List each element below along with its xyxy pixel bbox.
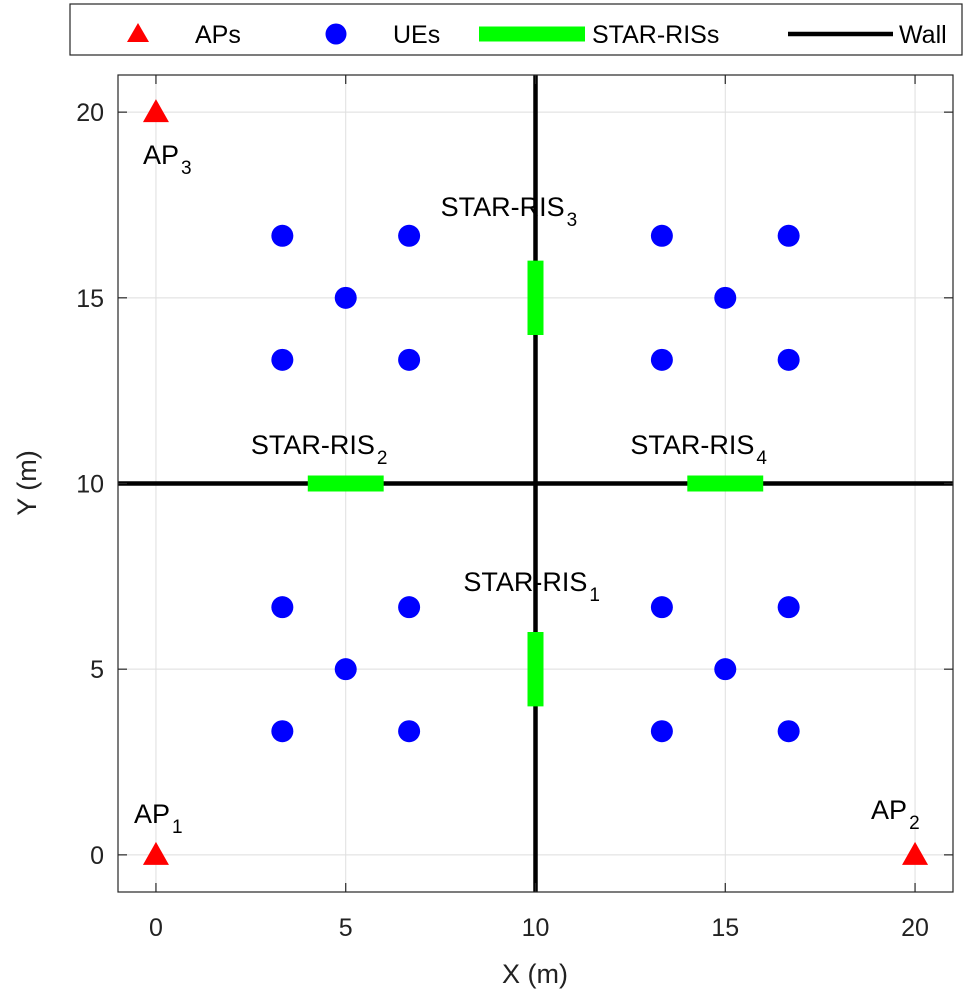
star-riss bbox=[307, 260, 764, 707]
star-ris-label-text: STAR-RIS bbox=[441, 192, 565, 222]
x-tick-label: 10 bbox=[522, 914, 550, 942]
ue-point bbox=[398, 348, 421, 371]
star-ris-label-text: STAR-RIS bbox=[463, 567, 587, 597]
y-tick-label: 5 bbox=[90, 656, 104, 684]
y-axis-label: Y (m) bbox=[12, 450, 42, 516]
ap-marker-3 bbox=[142, 99, 169, 123]
legend-label-wall: Wall bbox=[899, 21, 947, 49]
ue-point bbox=[777, 348, 800, 371]
star-ris-label-4: STAR-RIS 4 bbox=[630, 430, 767, 469]
legend-ap-marker bbox=[127, 23, 149, 42]
ue-point bbox=[398, 224, 421, 247]
walls bbox=[118, 75, 953, 892]
ue-point bbox=[271, 596, 294, 619]
legend: APs UEs STAR-RISs Wall bbox=[69, 3, 963, 56]
ap-marker-2 bbox=[902, 841, 929, 865]
legend-label-aps: APs bbox=[195, 21, 241, 49]
ue-point bbox=[271, 720, 294, 743]
ap-label-2: AP 2 bbox=[871, 795, 920, 834]
star-ris-label-text: STAR-RIS bbox=[630, 430, 754, 460]
legend-ue-marker bbox=[325, 23, 347, 45]
star-ris-label-text: STAR-RIS bbox=[251, 430, 375, 460]
ue-point bbox=[398, 596, 421, 619]
x-tick-label: 20 bbox=[901, 914, 929, 942]
ap-label-text: AP bbox=[871, 795, 907, 825]
y-tick-label: 15 bbox=[76, 285, 104, 313]
star-ris-label-subscript: 1 bbox=[589, 585, 600, 606]
star-ris-label-1: STAR-RIS 1 bbox=[463, 567, 600, 606]
x-tick-label: 0 bbox=[149, 914, 163, 942]
ue-point bbox=[650, 224, 673, 247]
ticks: 0 5 10 15 20 0 5 10 15 20 bbox=[76, 75, 953, 942]
ue-point bbox=[714, 286, 737, 309]
ue-point bbox=[714, 658, 737, 681]
star-ris-label-subscript: 3 bbox=[567, 210, 578, 231]
ap-label-subscript: 3 bbox=[181, 158, 192, 179]
ue-point bbox=[777, 596, 800, 619]
ap-label-subscript: 1 bbox=[172, 817, 183, 838]
star-ris-label-subscript: 2 bbox=[377, 448, 388, 469]
y-tick-label: 0 bbox=[90, 842, 104, 870]
x-tick-label: 5 bbox=[339, 914, 353, 942]
ap-label-text: AP bbox=[143, 140, 179, 170]
star-ris-label-subscript: 4 bbox=[756, 448, 767, 469]
ap-label-1: AP 1 bbox=[134, 799, 183, 838]
ap-label-text: AP bbox=[134, 799, 170, 829]
legend-label-star-riss: STAR-RISs bbox=[592, 21, 719, 49]
x-axis-label: X (m) bbox=[502, 959, 568, 989]
aps bbox=[142, 99, 929, 865]
legend-label-ues: UEs bbox=[393, 21, 440, 49]
ues bbox=[271, 224, 800, 743]
y-tick-label: 10 bbox=[76, 471, 104, 499]
ap-marker-1 bbox=[142, 841, 169, 865]
ap-label-3: AP 3 bbox=[143, 140, 192, 179]
ue-point bbox=[650, 596, 673, 619]
y-tick-label: 20 bbox=[76, 99, 104, 127]
ue-point bbox=[777, 720, 800, 743]
ue-point bbox=[271, 224, 294, 247]
ue-point bbox=[777, 224, 800, 247]
ue-point bbox=[334, 286, 357, 309]
ue-point bbox=[650, 348, 673, 371]
x-tick-label: 15 bbox=[711, 914, 739, 942]
ue-point bbox=[398, 720, 421, 743]
ue-point bbox=[650, 720, 673, 743]
star-ris-label-3: STAR-RIS 3 bbox=[441, 192, 578, 231]
star-ris-label-2: STAR-RIS 2 bbox=[251, 430, 388, 469]
ue-point bbox=[271, 348, 294, 371]
ap-label-subscript: 2 bbox=[909, 813, 920, 834]
ue-point bbox=[334, 658, 357, 681]
